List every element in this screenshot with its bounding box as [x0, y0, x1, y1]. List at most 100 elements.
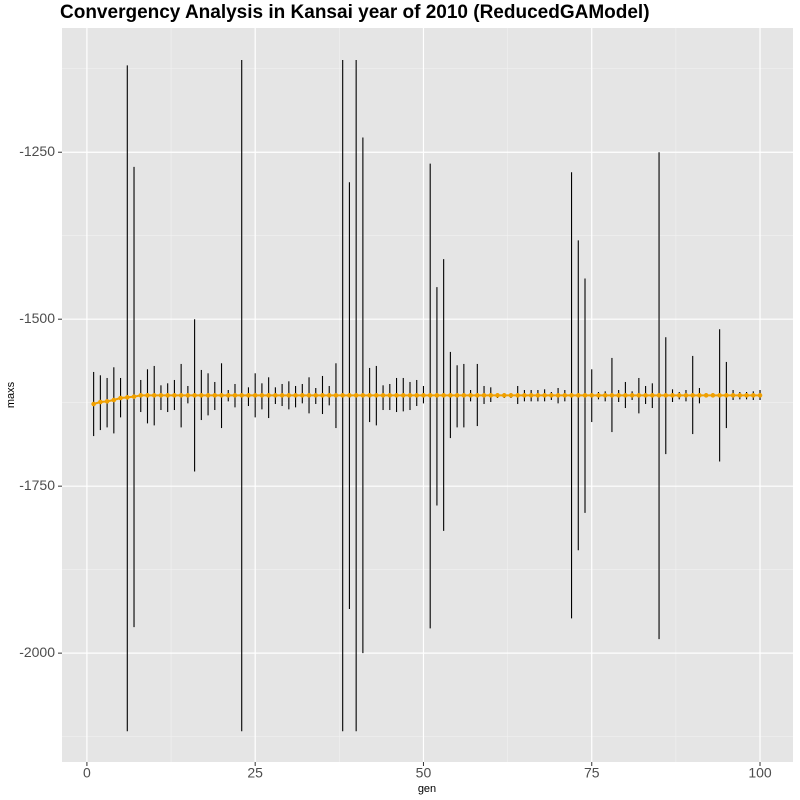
point: [481, 393, 487, 398]
chart-title: Convergency Analysis in Kansai year of 2…: [60, 2, 650, 23]
point: [131, 394, 137, 399]
point: [380, 393, 386, 398]
point: [744, 393, 749, 398]
point: [158, 393, 164, 398]
point: [192, 393, 197, 398]
point: [387, 393, 393, 398]
line: [93, 394, 761, 405]
point: [488, 393, 494, 398]
point: [676, 393, 682, 398]
point: [522, 393, 527, 398]
point: [239, 393, 245, 398]
point: [528, 393, 534, 398]
point: [636, 393, 642, 398]
point: [151, 393, 157, 398]
point: [91, 401, 96, 407]
point: [683, 393, 689, 398]
point: [165, 393, 170, 398]
point: [589, 393, 595, 398]
point: [225, 393, 231, 398]
point: [145, 393, 150, 398]
x-tick-label: 25: [247, 765, 263, 781]
point: [300, 393, 305, 398]
point: [596, 393, 601, 398]
point: [569, 393, 574, 398]
point: [690, 393, 696, 398]
y-tick-label: -1250: [19, 143, 55, 159]
point: [124, 395, 130, 400]
x-tick-label: 75: [584, 765, 600, 781]
point: [212, 393, 218, 398]
point: [663, 393, 669, 398]
point: [360, 393, 366, 398]
point: [582, 393, 588, 398]
point: [407, 393, 413, 398]
point: [495, 393, 500, 398]
point: [414, 393, 420, 398]
point: [475, 393, 480, 398]
point: [259, 393, 265, 398]
point: [549, 393, 554, 398]
point: [252, 393, 258, 398]
point: [717, 393, 722, 398]
point: [697, 393, 702, 398]
point: [468, 393, 473, 398]
x-tick-label: 0: [83, 765, 91, 781]
point: [232, 393, 238, 398]
point: [199, 393, 204, 398]
point: [326, 393, 332, 398]
point: [394, 393, 399, 398]
point: [441, 393, 446, 398]
point: [104, 399, 110, 404]
point: [367, 393, 372, 398]
point: [98, 399, 103, 405]
point: [562, 393, 568, 398]
point: [219, 393, 224, 398]
y-tick-label: -1500: [19, 310, 55, 326]
point: [286, 393, 292, 398]
point: [374, 393, 379, 398]
y-tick-label: -2000: [19, 644, 55, 660]
y-axis-label: maxs: [5, 381, 17, 408]
point: [643, 393, 648, 398]
point: [246, 393, 251, 398]
point: [670, 393, 675, 398]
point: [138, 393, 144, 398]
point: [347, 393, 352, 398]
point: [535, 393, 541, 398]
point: [185, 393, 191, 398]
y-tick-label: -1750: [19, 477, 55, 493]
point: [710, 393, 716, 398]
point: [454, 393, 460, 398]
x-axis-label: gen: [418, 783, 436, 795]
point: [118, 395, 123, 401]
point: [508, 393, 514, 398]
point: [320, 393, 325, 398]
point: [724, 393, 729, 398]
point: [434, 393, 440, 398]
point: [273, 393, 278, 398]
point: [515, 393, 520, 398]
point: [650, 393, 655, 398]
point: [757, 393, 763, 398]
point: [555, 393, 561, 398]
point: [602, 393, 608, 398]
point: [461, 393, 467, 398]
point: [400, 393, 406, 398]
point: [656, 393, 662, 398]
point: [703, 393, 709, 398]
point: [421, 393, 426, 398]
point: [542, 393, 547, 398]
point: [609, 393, 615, 398]
point: [501, 393, 507, 398]
point: [616, 393, 621, 398]
point: [730, 393, 736, 398]
point: [313, 393, 319, 398]
point: [750, 393, 756, 398]
point: [340, 393, 345, 398]
point: [293, 393, 298, 398]
point: [629, 393, 635, 398]
point: [178, 393, 184, 398]
point: [427, 393, 433, 398]
